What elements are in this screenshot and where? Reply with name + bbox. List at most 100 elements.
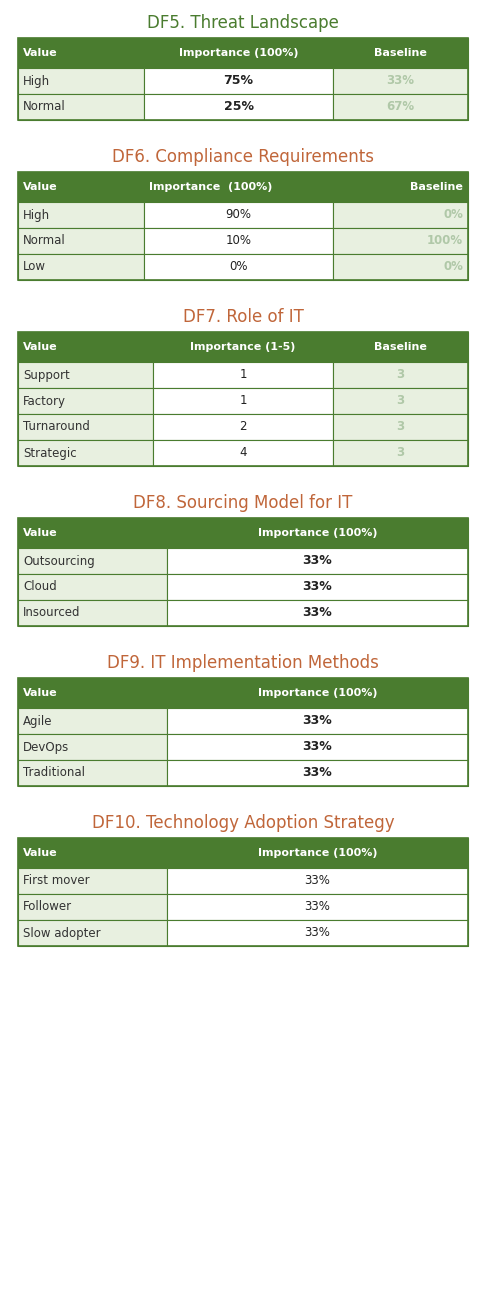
Bar xyxy=(167,518,468,548)
Text: Baseline: Baseline xyxy=(410,182,463,193)
Bar xyxy=(18,255,144,280)
Bar xyxy=(153,413,333,441)
Text: 67%: 67% xyxy=(386,101,415,114)
Bar xyxy=(333,441,468,466)
Bar xyxy=(167,548,468,574)
Text: Value: Value xyxy=(23,528,58,537)
Text: Support: Support xyxy=(23,368,70,381)
Bar xyxy=(167,599,468,627)
Text: DF5. Threat Landscape: DF5. Threat Landscape xyxy=(147,14,339,32)
Bar xyxy=(18,708,167,734)
Bar xyxy=(18,839,468,946)
Bar xyxy=(333,37,468,68)
Text: Follower: Follower xyxy=(23,901,72,913)
Text: 33%: 33% xyxy=(302,580,332,593)
Text: Value: Value xyxy=(23,48,58,58)
Text: 2: 2 xyxy=(239,420,247,434)
Bar xyxy=(153,362,333,388)
Bar xyxy=(18,760,167,786)
Text: 3: 3 xyxy=(397,394,404,407)
Bar xyxy=(18,413,153,441)
Bar xyxy=(18,518,468,627)
Text: 3: 3 xyxy=(397,420,404,434)
Text: Outsourcing: Outsourcing xyxy=(23,554,95,567)
Bar xyxy=(144,68,333,94)
Text: First mover: First mover xyxy=(23,875,89,888)
Text: 90%: 90% xyxy=(226,208,251,221)
Text: Cloud: Cloud xyxy=(23,580,57,593)
Bar xyxy=(18,332,153,362)
Bar xyxy=(167,678,468,708)
Text: Value: Value xyxy=(23,689,58,698)
Bar xyxy=(18,227,144,255)
Bar xyxy=(144,94,333,120)
Bar xyxy=(144,37,333,68)
Bar xyxy=(167,868,468,894)
Bar xyxy=(18,202,144,227)
Text: 33%: 33% xyxy=(302,714,332,727)
Text: 75%: 75% xyxy=(224,75,254,88)
Text: Agile: Agile xyxy=(23,714,52,727)
Text: 33%: 33% xyxy=(304,875,330,888)
Bar xyxy=(18,68,144,94)
Text: DevOps: DevOps xyxy=(23,740,69,753)
Bar xyxy=(18,332,468,466)
Text: High: High xyxy=(23,208,50,221)
Bar xyxy=(153,441,333,466)
Bar xyxy=(18,734,167,760)
Bar xyxy=(144,227,333,255)
Bar xyxy=(333,172,468,202)
Text: 0%: 0% xyxy=(443,261,463,274)
Text: DF7. Role of IT: DF7. Role of IT xyxy=(183,307,303,326)
Bar xyxy=(167,894,468,920)
Text: Factory: Factory xyxy=(23,394,66,407)
Text: DF10. Technology Adoption Strategy: DF10. Technology Adoption Strategy xyxy=(92,814,394,832)
Bar xyxy=(144,255,333,280)
Bar xyxy=(18,172,144,202)
Text: 100%: 100% xyxy=(427,235,463,248)
Text: 33%: 33% xyxy=(304,901,330,913)
Text: Normal: Normal xyxy=(23,235,66,248)
Bar xyxy=(18,868,167,894)
Bar xyxy=(153,388,333,413)
Bar xyxy=(18,94,144,120)
Bar xyxy=(333,94,468,120)
Bar xyxy=(333,332,468,362)
Bar xyxy=(18,518,167,548)
Bar xyxy=(18,599,167,627)
Bar xyxy=(167,574,468,599)
Text: 1: 1 xyxy=(239,368,247,381)
Text: Baseline: Baseline xyxy=(374,342,427,351)
Bar xyxy=(167,734,468,760)
Bar xyxy=(18,172,468,280)
Text: 33%: 33% xyxy=(302,766,332,779)
Text: Importance  (100%): Importance (100%) xyxy=(149,182,272,193)
Bar xyxy=(333,202,468,227)
Bar xyxy=(333,388,468,413)
Text: Importance (100%): Importance (100%) xyxy=(258,528,377,537)
Text: Value: Value xyxy=(23,182,58,193)
Text: Insourced: Insourced xyxy=(23,606,81,619)
Bar xyxy=(333,362,468,388)
Text: Normal: Normal xyxy=(23,101,66,114)
Bar xyxy=(18,678,468,786)
Bar xyxy=(167,760,468,786)
Text: Value: Value xyxy=(23,342,58,351)
Bar xyxy=(18,388,153,413)
Text: 4: 4 xyxy=(239,447,247,460)
Text: 0%: 0% xyxy=(229,261,248,274)
Text: 10%: 10% xyxy=(226,235,251,248)
Text: Low: Low xyxy=(23,261,46,274)
Text: Baseline: Baseline xyxy=(374,48,427,58)
Text: DF8. Sourcing Model for IT: DF8. Sourcing Model for IT xyxy=(133,494,353,512)
Bar xyxy=(18,548,167,574)
Bar xyxy=(153,332,333,362)
Text: 3: 3 xyxy=(397,447,404,460)
Text: Importance (100%): Importance (100%) xyxy=(258,848,377,858)
Text: 1: 1 xyxy=(239,394,247,407)
Bar xyxy=(333,68,468,94)
Bar xyxy=(167,920,468,946)
Bar xyxy=(333,227,468,255)
Text: Turnaround: Turnaround xyxy=(23,420,90,434)
Text: Value: Value xyxy=(23,848,58,858)
